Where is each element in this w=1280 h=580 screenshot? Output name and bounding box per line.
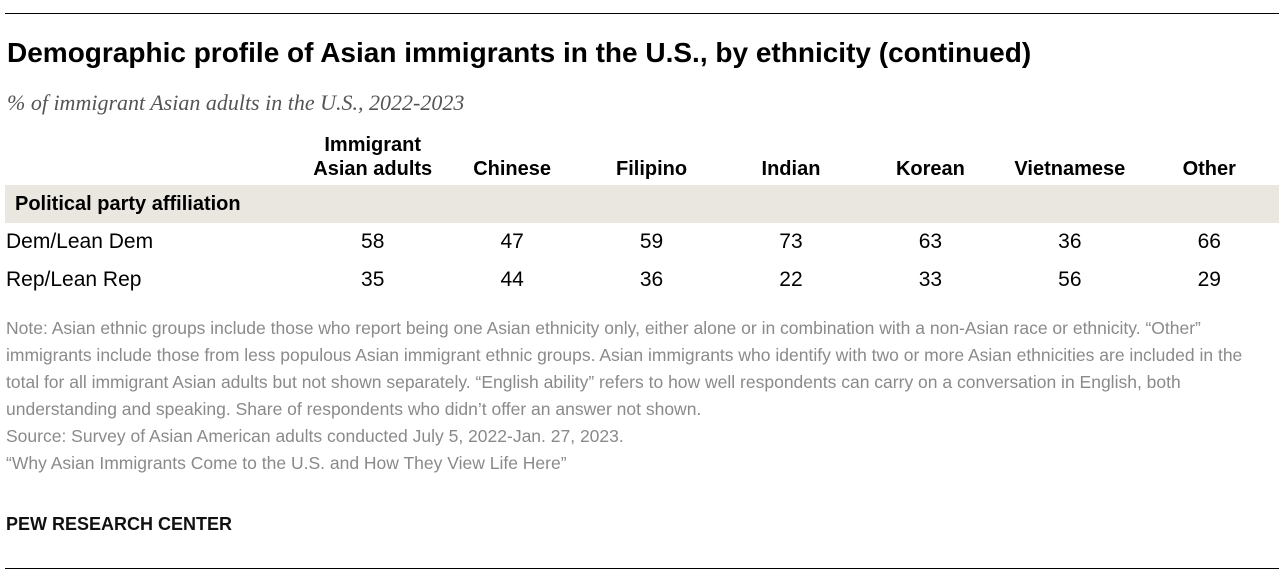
notes-block: Note: Asian ethnic groups include those … (6, 315, 1278, 477)
column-header: Korean (895, 158, 965, 180)
chart-title: Demographic profile of Asian immigrants … (7, 37, 1032, 68)
table-row: Dem/Lean Dem 58 47 59 73 63 36 66 (5, 223, 1279, 261)
header-row: Immigrant Asian adults Chinese Filipino … (5, 131, 1279, 185)
table-cell: 35 (361, 268, 385, 291)
brand-logo-text: PEW RESEARCH CENTER (6, 514, 233, 534)
table-cell: 66 (1197, 230, 1221, 253)
table-row: Rep/Lean Rep 35 44 36 22 33 56 29 (5, 261, 1279, 299)
table-cell: 47 (500, 230, 524, 253)
section-label: Political party affiliation (5, 185, 1279, 223)
table-cell: 29 (1197, 268, 1221, 291)
table-cell: 22 (779, 268, 803, 291)
data-table: Immigrant Asian adults Chinese Filipino … (5, 131, 1279, 299)
table-cell: 58 (361, 230, 385, 253)
column-header: Immigrant Asian adults (313, 134, 433, 180)
table-cell: 33 (918, 268, 943, 291)
header-blank (5, 131, 303, 185)
table-cell: 73 (779, 230, 803, 253)
report-title: “Why Asian Immigrants Come to the U.S. a… (6, 453, 567, 473)
column-header: Indian (761, 158, 821, 180)
table-cell: 44 (500, 268, 524, 291)
section-row: Political party affiliation (5, 185, 1279, 223)
table-cell: 36 (1058, 230, 1082, 253)
column-header: Other (1182, 158, 1236, 180)
column-header: Vietnamese (1014, 158, 1126, 180)
row-label: Rep/Lean Rep (6, 268, 142, 291)
bottom-rule (5, 568, 1279, 569)
table-cell: 36 (639, 268, 664, 291)
top-rule (5, 13, 1279, 14)
source-text: Source: Survey of Asian American adults … (6, 426, 624, 446)
table-cell: 63 (918, 230, 943, 253)
table-cell: 59 (639, 230, 664, 253)
table-cell: 56 (1058, 268, 1082, 291)
note-text: Note: Asian ethnic groups include those … (6, 318, 1243, 419)
column-header: Chinese (473, 158, 552, 180)
row-label: Dem/Lean Dem (6, 230, 154, 253)
column-header: Filipino (616, 158, 688, 180)
chart-subtitle: % of immigrant Asian adults in the U.S.,… (7, 90, 465, 115)
